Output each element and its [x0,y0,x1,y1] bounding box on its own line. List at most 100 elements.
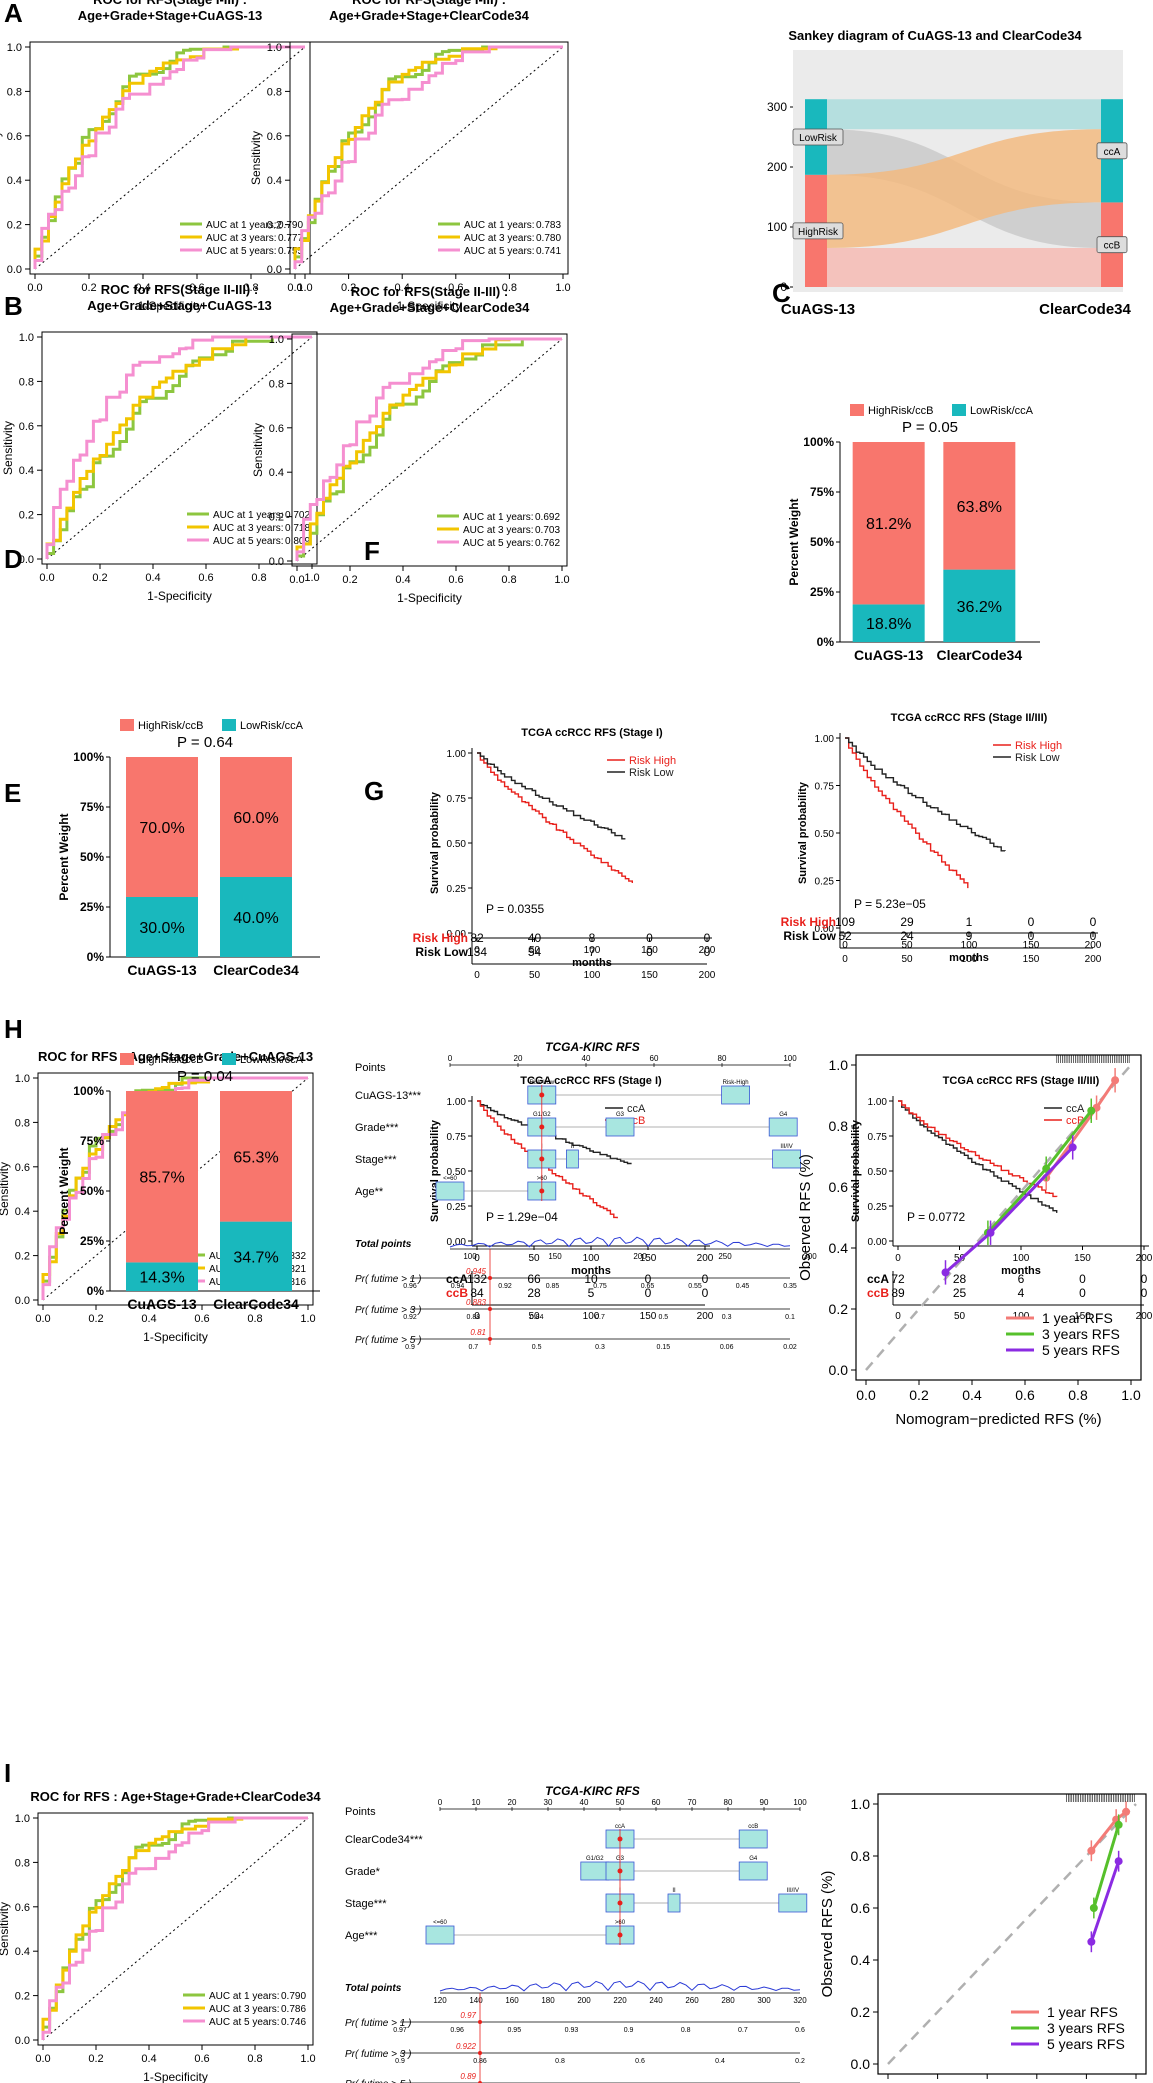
legend-auc: 0.702 [285,510,310,521]
legend-text: HighRisk/ccB [138,1054,203,1066]
roc-curve [33,45,305,269]
total-tick-label: 320 [793,1996,807,2005]
risk-table-cell: 0 [1028,929,1035,943]
plot-frame [37,1072,314,1306]
y-tick-label: 0.00 [447,1237,467,1248]
risk-table-cell: 9 [966,929,973,943]
x-tick-label: 0.2 [341,282,356,294]
probability-marker [478,2020,482,2024]
plot-frame [29,41,311,275]
x-tick-label: 0.8 [247,1313,262,1325]
bar-label: 40.0% [233,910,278,927]
selected-point [617,1900,623,1906]
probability-tick-label: 0.96 [450,2027,464,2034]
table-x-tick-label: 150 [641,970,658,981]
legend-text: AUC at 1 years: [464,220,535,231]
selected-point [539,1156,545,1162]
legend-text: 1 year RFS [1042,1310,1113,1326]
chart-title: Age+Grade+Stage+ClearCode34 [330,300,531,315]
x-tick-label: 0.2 [342,574,357,586]
bar-label: 65.3% [233,1149,278,1166]
probability-tick-label: 0.95 [507,2027,521,2034]
y-tick-label: 0.0 [267,264,282,276]
points-tick-label: 40 [582,1054,591,1063]
y-tick-label: 0.8 [15,1857,30,1869]
probability-tick-label: 0.6 [795,2027,805,2034]
nomogram-row-label: Pr( futime > 3 ) [355,1305,421,1316]
probability-tick-label: 0.85 [546,1283,560,1290]
x-tick-label: 0.2 [88,2053,103,2065]
x-tick-label: 150 [1023,940,1040,951]
calibration-curve [1090,1810,1128,1852]
x-tick-label: 50 [901,940,913,951]
risk-table-cell: 5 [588,1286,595,1300]
y-tick-label: 0.0 [829,1362,849,1378]
node-label-box [792,128,844,146]
survival-curve [477,752,626,840]
risk-table-cell: 4 [1018,1286,1025,1300]
risk-table-cell: 0 [1141,1272,1148,1286]
chart-title: TCGA ccRCC RFS (Stage I) [520,1075,662,1087]
probability-tick-label: 0.86 [473,2058,487,2065]
nomogram-box [778,1893,808,1913]
probability-marker [488,1337,492,1341]
probability-tick-label: 0.9 [624,2027,634,2034]
nomogram-box [721,1085,750,1105]
x-tick-label: 0.6 [448,282,463,294]
probability-tick-label: 0.9 [405,1344,415,1351]
legend-auc: 0.741 [536,246,561,257]
legend-text: ccA [1066,1103,1085,1115]
x-tick-label: ClearCode34 [213,962,299,978]
y-tick-label: 0.0 [15,1295,30,1307]
risk-table-row-label: ccB [446,1286,468,1300]
roc-chart-I1: ROC for RFS : Age+Stage+Grade+ClearCode3… [0,1789,321,2083]
table-x-tick-label: 200 [697,1311,714,1322]
roc-curve [45,335,312,559]
y-tick-label: 0.8 [267,86,282,98]
calibration-curve [1089,1860,1121,1943]
y-tick-label: 0.75 [447,1132,467,1143]
total-tick-label: 220 [613,1996,627,2005]
y-tick-label: 0.4 [19,465,34,477]
x-tick-label: 0.4 [962,1387,982,1403]
x-tick-label: CuAGS-13 [854,647,923,663]
calibration-curve [1092,1824,1121,1909]
y-axis-label: Percent Weight [57,813,71,900]
x-axis-label: 1-Specificity [143,1330,208,1344]
x-tick-label: 0.6 [1015,1387,1035,1403]
y-tick-label: 0.25 [447,1202,467,1213]
chart-title: ROC for RFS(Stage I-III) : [352,0,506,7]
probability-tick-label: 0.3 [722,1314,732,1321]
x-axis-label: 1-Specificity [138,299,203,313]
y-tick-label: 50% [80,1184,104,1198]
legend-auc: 0.821 [281,1264,306,1275]
risk-table-cell: 132 [467,1272,487,1286]
total-tick-label: 120 [433,1996,447,2005]
x-tick-label: 0.8 [247,2053,262,2065]
nomogram-box-label: G3 [616,1112,625,1118]
total-tick-label: 200 [577,1996,591,2005]
plot-frame [855,1054,1142,1381]
risk-table-row-label: ccA [867,1272,889,1286]
chart-title: Age+Grade+Stage+CuAGS-13 [78,8,263,23]
roc-curve [45,335,312,559]
chart-title: TCGA-KIRC RFS [545,1040,640,1054]
y-tick-label: 0.8 [7,86,22,98]
table-x-tick-label: 200 [1085,954,1102,965]
nomogram-box-label: II [571,1144,575,1150]
legend-text: 1 year RFS [1047,2004,1118,2020]
y-tick-label: 75% [810,485,834,499]
legend-auc: 0.780 [536,233,561,244]
risk-table-cell: 72 [891,1272,905,1286]
probability-tick-label: 0.2 [795,2058,805,2065]
probability-tick-label: 0.02 [783,1344,797,1351]
y-tick-label: 1.00 [868,1097,888,1108]
sankey-flow [827,248,1101,287]
p-value: P = 0.04 [177,1068,233,1085]
y-tick-label: 0.6 [269,423,284,435]
legend-swatch [120,719,134,731]
legend-text: AUC at 5 years: [463,538,534,549]
bar-segment-high [220,1091,292,1222]
y-tick-label: 1.00 [447,749,467,760]
y-tick-label: 1.0 [851,1796,871,1812]
